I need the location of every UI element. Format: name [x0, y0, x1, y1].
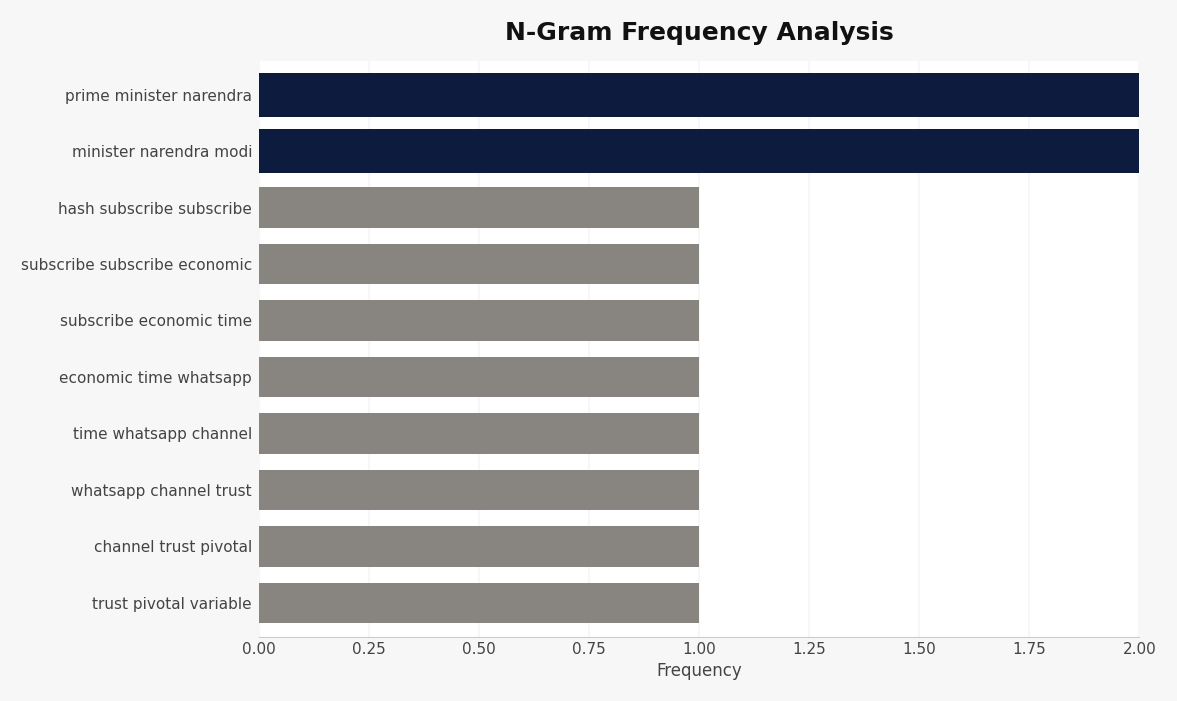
Bar — [259, 357, 699, 397]
Bar — [259, 72, 1139, 116]
Title: N-Gram Frequency Analysis: N-Gram Frequency Analysis — [505, 21, 893, 45]
Bar — [259, 300, 699, 341]
Bar — [259, 413, 699, 454]
X-axis label: Frequency: Frequency — [657, 662, 742, 680]
Bar — [259, 187, 699, 228]
Bar — [259, 470, 699, 510]
Bar — [259, 244, 699, 285]
Bar — [259, 583, 699, 623]
Bar — [259, 526, 699, 566]
Bar — [259, 129, 1139, 173]
